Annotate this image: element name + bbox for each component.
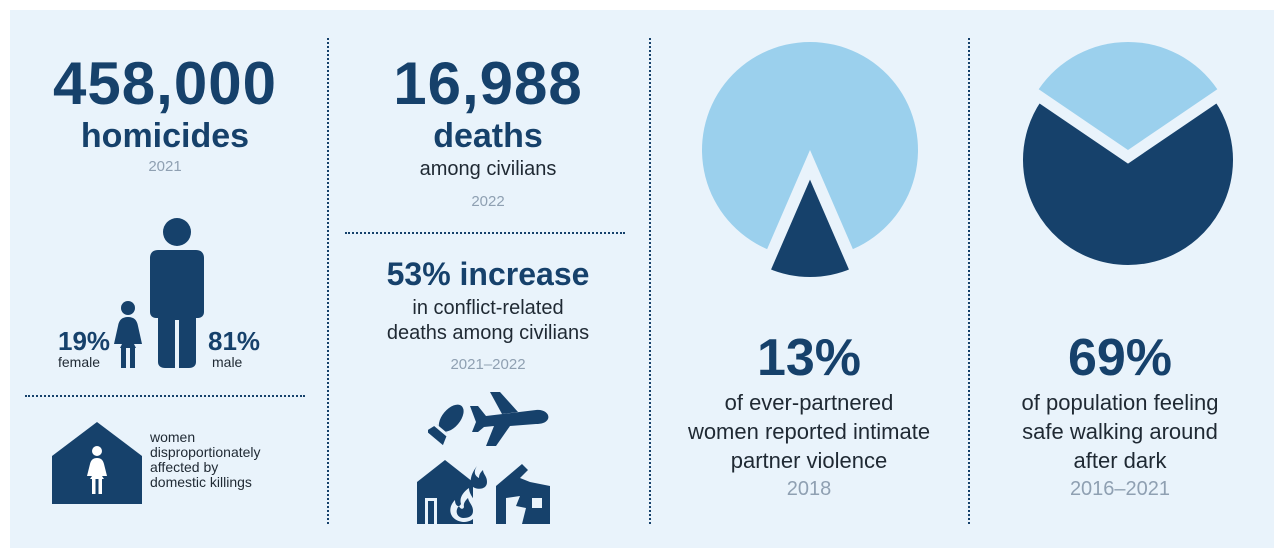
female-percent: 19% (58, 326, 111, 356)
note-line: disproportionately (150, 444, 261, 460)
description-line: of population feeling (1021, 390, 1219, 415)
homicides-label: homicides (80, 117, 250, 155)
burning-house-icon (417, 460, 487, 524)
increase-line: deaths among civilians (386, 322, 590, 344)
house-with-woman-icon (52, 422, 142, 504)
destroyed-house-icon (496, 464, 550, 524)
deaths-label: deaths (433, 117, 543, 155)
increase-headline: 53% increase (386, 256, 590, 292)
female-person-icon (114, 301, 142, 368)
column-divider (649, 38, 651, 524)
partner-violence-pie (702, 42, 918, 283)
description-line: safe walking around (1022, 419, 1218, 444)
partner-violence-percent: 13% (756, 329, 862, 387)
increase-description: in conflict-related deaths among civilia… (330, 296, 646, 346)
pie-remaining-slice (702, 42, 918, 250)
deaths-sublabel: among civilians (419, 158, 557, 180)
bomb-icon (428, 404, 464, 446)
male-percent: 81% (208, 326, 261, 356)
description-line: after dark (1073, 448, 1167, 473)
airplane-icon (470, 392, 549, 446)
description-line: of ever-partnered (724, 390, 894, 415)
section-divider (345, 232, 625, 234)
description-line: women reported intimate (687, 419, 931, 444)
description-line: partner violence (730, 448, 888, 473)
domestic-killings-note: women disproportionately affected by dom… (150, 430, 261, 490)
male-person-icon (150, 218, 204, 368)
homicides-year: 2021 (148, 158, 182, 175)
pie-value-slice (1018, 95, 1238, 271)
column-divider (968, 38, 970, 524)
column-divider (327, 38, 329, 524)
section-divider (25, 395, 305, 397)
increase-line: in conflict-related (412, 297, 564, 319)
partner-violence-description: of ever-partnered women reported intimat… (650, 388, 968, 475)
homicides-number: 458,000 (53, 50, 277, 117)
male-label: male (212, 354, 243, 370)
note-line: affected by (150, 459, 219, 475)
feeling-safe-percent: 69% (1067, 329, 1173, 387)
feeling-safe-pie (1018, 42, 1238, 271)
note-line: domestic killings (150, 474, 252, 490)
deaths-year: 2022 (471, 193, 505, 210)
pie-value-slice (763, 164, 857, 283)
feeling-safe-years: 2016–2021 (1069, 478, 1171, 500)
note-line: women (150, 429, 196, 445)
deaths-number: 16,988 (393, 50, 583, 117)
female-label: female (58, 354, 101, 370)
increase-years: 2021–2022 (450, 356, 526, 373)
pie-remaining-slice (1038, 42, 1218, 151)
partner-violence-year: 2018 (786, 478, 832, 500)
feeling-safe-description: of population feeling safe walking aroun… (970, 388, 1270, 475)
